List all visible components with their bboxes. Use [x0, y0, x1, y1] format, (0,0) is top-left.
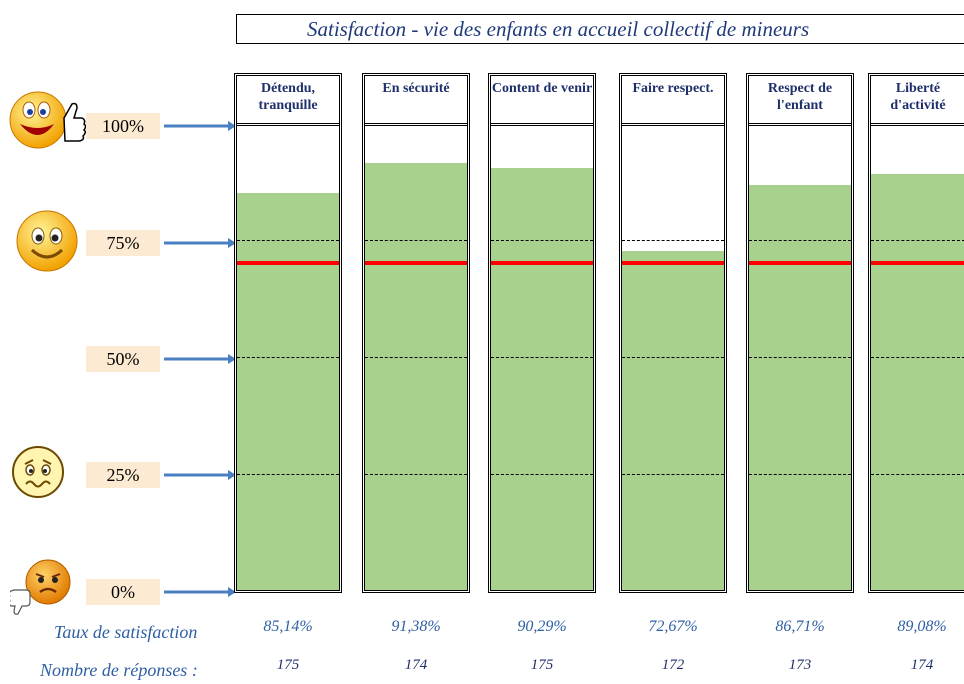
bar	[365, 163, 467, 590]
category-label: Liberté d'activité	[871, 76, 964, 126]
y-tick-label-0: 0%	[86, 579, 160, 605]
count-label: 175	[276, 657, 300, 673]
gridline	[871, 240, 964, 241]
value-label: 86,71%	[775, 618, 825, 635]
value-label: 90,29%	[517, 618, 567, 635]
threshold-line	[237, 261, 339, 266]
bar	[237, 192, 339, 590]
gridline	[622, 474, 724, 475]
bar	[491, 168, 593, 590]
value-label: 89,08%	[897, 618, 947, 635]
worried-smiley-icon	[12, 446, 64, 498]
arrow-icon	[164, 121, 236, 131]
gridline	[622, 240, 724, 241]
gridline	[237, 240, 339, 241]
value-label: 85,14%	[263, 618, 313, 635]
bar	[871, 174, 964, 590]
gridline	[237, 357, 339, 358]
threshold-line	[365, 261, 467, 266]
bar	[622, 250, 724, 590]
thumbs-up-smiley-icon	[9, 91, 86, 149]
category-label: En sécurité	[365, 76, 467, 126]
arrow-icon	[164, 354, 236, 364]
gridline	[749, 240, 851, 241]
bar-column: Détendu, tranquille	[234, 73, 342, 593]
value-label: 72,67%	[648, 618, 698, 635]
gridline	[622, 357, 724, 358]
arrow-icon	[164, 470, 236, 480]
gridline	[749, 474, 851, 475]
count-label: 174	[910, 657, 934, 673]
gridline	[365, 240, 467, 241]
count-label: 175	[530, 657, 554, 673]
threshold-line	[622, 261, 724, 266]
arrow-icon	[164, 587, 236, 597]
y-tick-label-100: 100%	[86, 113, 160, 139]
gridline	[491, 474, 593, 475]
bar-column: Liberté d'activité	[868, 73, 964, 593]
value-label: 91,38%	[391, 618, 441, 635]
gridline	[237, 474, 339, 475]
y-tick-label-25: 25%	[86, 462, 160, 488]
gridline	[491, 357, 593, 358]
count-label: 173	[788, 657, 812, 673]
gridline	[365, 357, 467, 358]
y-tick-label-75: 75%	[86, 230, 160, 256]
gridline	[365, 474, 467, 475]
threshold-line	[749, 261, 851, 266]
count-label: 172	[661, 657, 685, 673]
bar-column: Respect de l'enfant	[746, 73, 854, 593]
satisfaction-rate-label: Taux de satisfaction	[54, 622, 198, 642]
thumbs-down-smiley-icon	[10, 559, 71, 615]
category-label: Détendu, tranquille	[237, 76, 339, 126]
category-label: Content de venir	[491, 76, 593, 126]
smiley-icon	[16, 210, 78, 272]
threshold-line	[871, 261, 964, 266]
y-tick-label-50: 50%	[86, 346, 160, 372]
bar-column: Content de venir	[488, 73, 596, 593]
bar-column: En sécurité	[362, 73, 470, 593]
chart-title: Satisfaction - vie des enfants en accuei…	[236, 14, 964, 44]
gridline	[749, 357, 851, 358]
gridline	[871, 474, 964, 475]
bar	[749, 185, 851, 590]
threshold-line	[491, 261, 593, 266]
response-count-label: Nombre de réponses :	[40, 660, 198, 680]
gridline	[871, 357, 964, 358]
arrow-icon	[164, 238, 236, 248]
gridline	[491, 240, 593, 241]
category-label: Faire respect.	[622, 76, 724, 126]
bar-column: Faire respect.	[619, 73, 727, 593]
count-label: 174	[404, 657, 428, 673]
category-label: Respect de l'enfant	[749, 76, 851, 126]
